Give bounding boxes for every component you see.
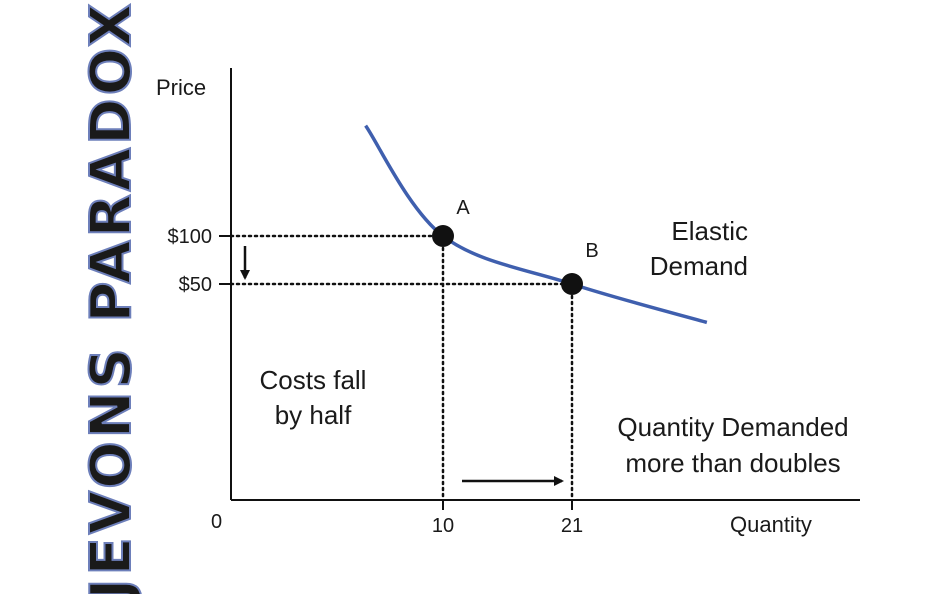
origin-label: 0 — [211, 511, 222, 533]
point-label-b: B — [585, 240, 598, 262]
x-tick-label: 21 — [561, 515, 583, 537]
x-ticks: 10 21 — [432, 500, 583, 537]
curve-label-line-2: Demand — [650, 251, 748, 281]
side-title: JEVONS PARADOX — [79, 1, 144, 594]
price-note-line-1: Costs fall — [260, 365, 367, 395]
point-label-a: A — [456, 197, 470, 219]
quantity-note-line-2: more than doubles — [625, 448, 840, 478]
point-a — [432, 225, 454, 247]
y-tick-label: $50 — [179, 274, 212, 296]
demand-curve — [364, 124, 708, 325]
x-axis-label: Quantity — [730, 512, 812, 537]
quantity-note-line-1: Quantity Demanded — [617, 412, 848, 442]
x-tick-label: 10 — [432, 515, 454, 537]
data-points: AB — [432, 197, 599, 295]
price-note-line-2: by half — [275, 400, 352, 430]
y-tick-label: $100 — [168, 226, 213, 248]
point-b — [561, 273, 583, 295]
reference-lines — [229, 234, 574, 502]
curve-label-line-1: Elastic — [671, 216, 748, 246]
y-ticks: $100 $50 — [168, 226, 231, 296]
y-axis-label: Price — [156, 75, 206, 100]
